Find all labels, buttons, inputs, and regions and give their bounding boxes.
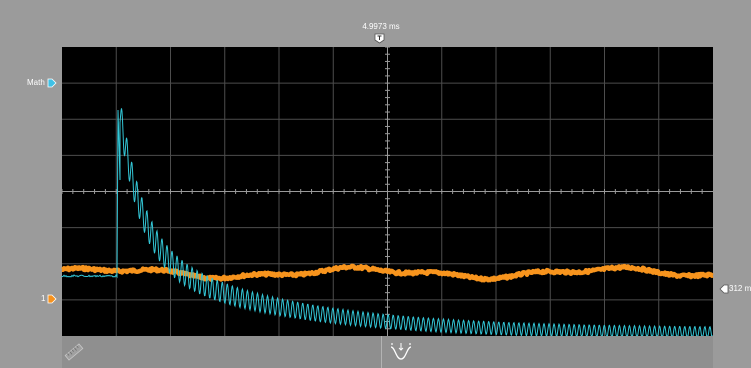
trigger-position-icon[interactable] xyxy=(374,33,385,44)
channel-1-marker-icon[interactable] xyxy=(47,294,57,304)
toolbar-divider xyxy=(381,336,382,368)
channel-1-trace xyxy=(60,263,715,283)
channel-1-label: 1 xyxy=(41,294,46,303)
math-trace xyxy=(61,108,713,338)
trigger-position-label: 4.9973 ms xyxy=(362,22,400,31)
level-readout: 312 m xyxy=(729,284,751,293)
ruler-icon[interactable] xyxy=(62,340,86,364)
math-channel-label: Math xyxy=(27,78,45,87)
bottom-toolbar xyxy=(62,336,713,368)
waveform-analysis-icon[interactable] xyxy=(388,340,414,366)
level-marker-icon[interactable] xyxy=(719,284,729,294)
math-channel-marker-icon[interactable] xyxy=(47,78,57,88)
center-axis-ticks xyxy=(61,46,713,336)
